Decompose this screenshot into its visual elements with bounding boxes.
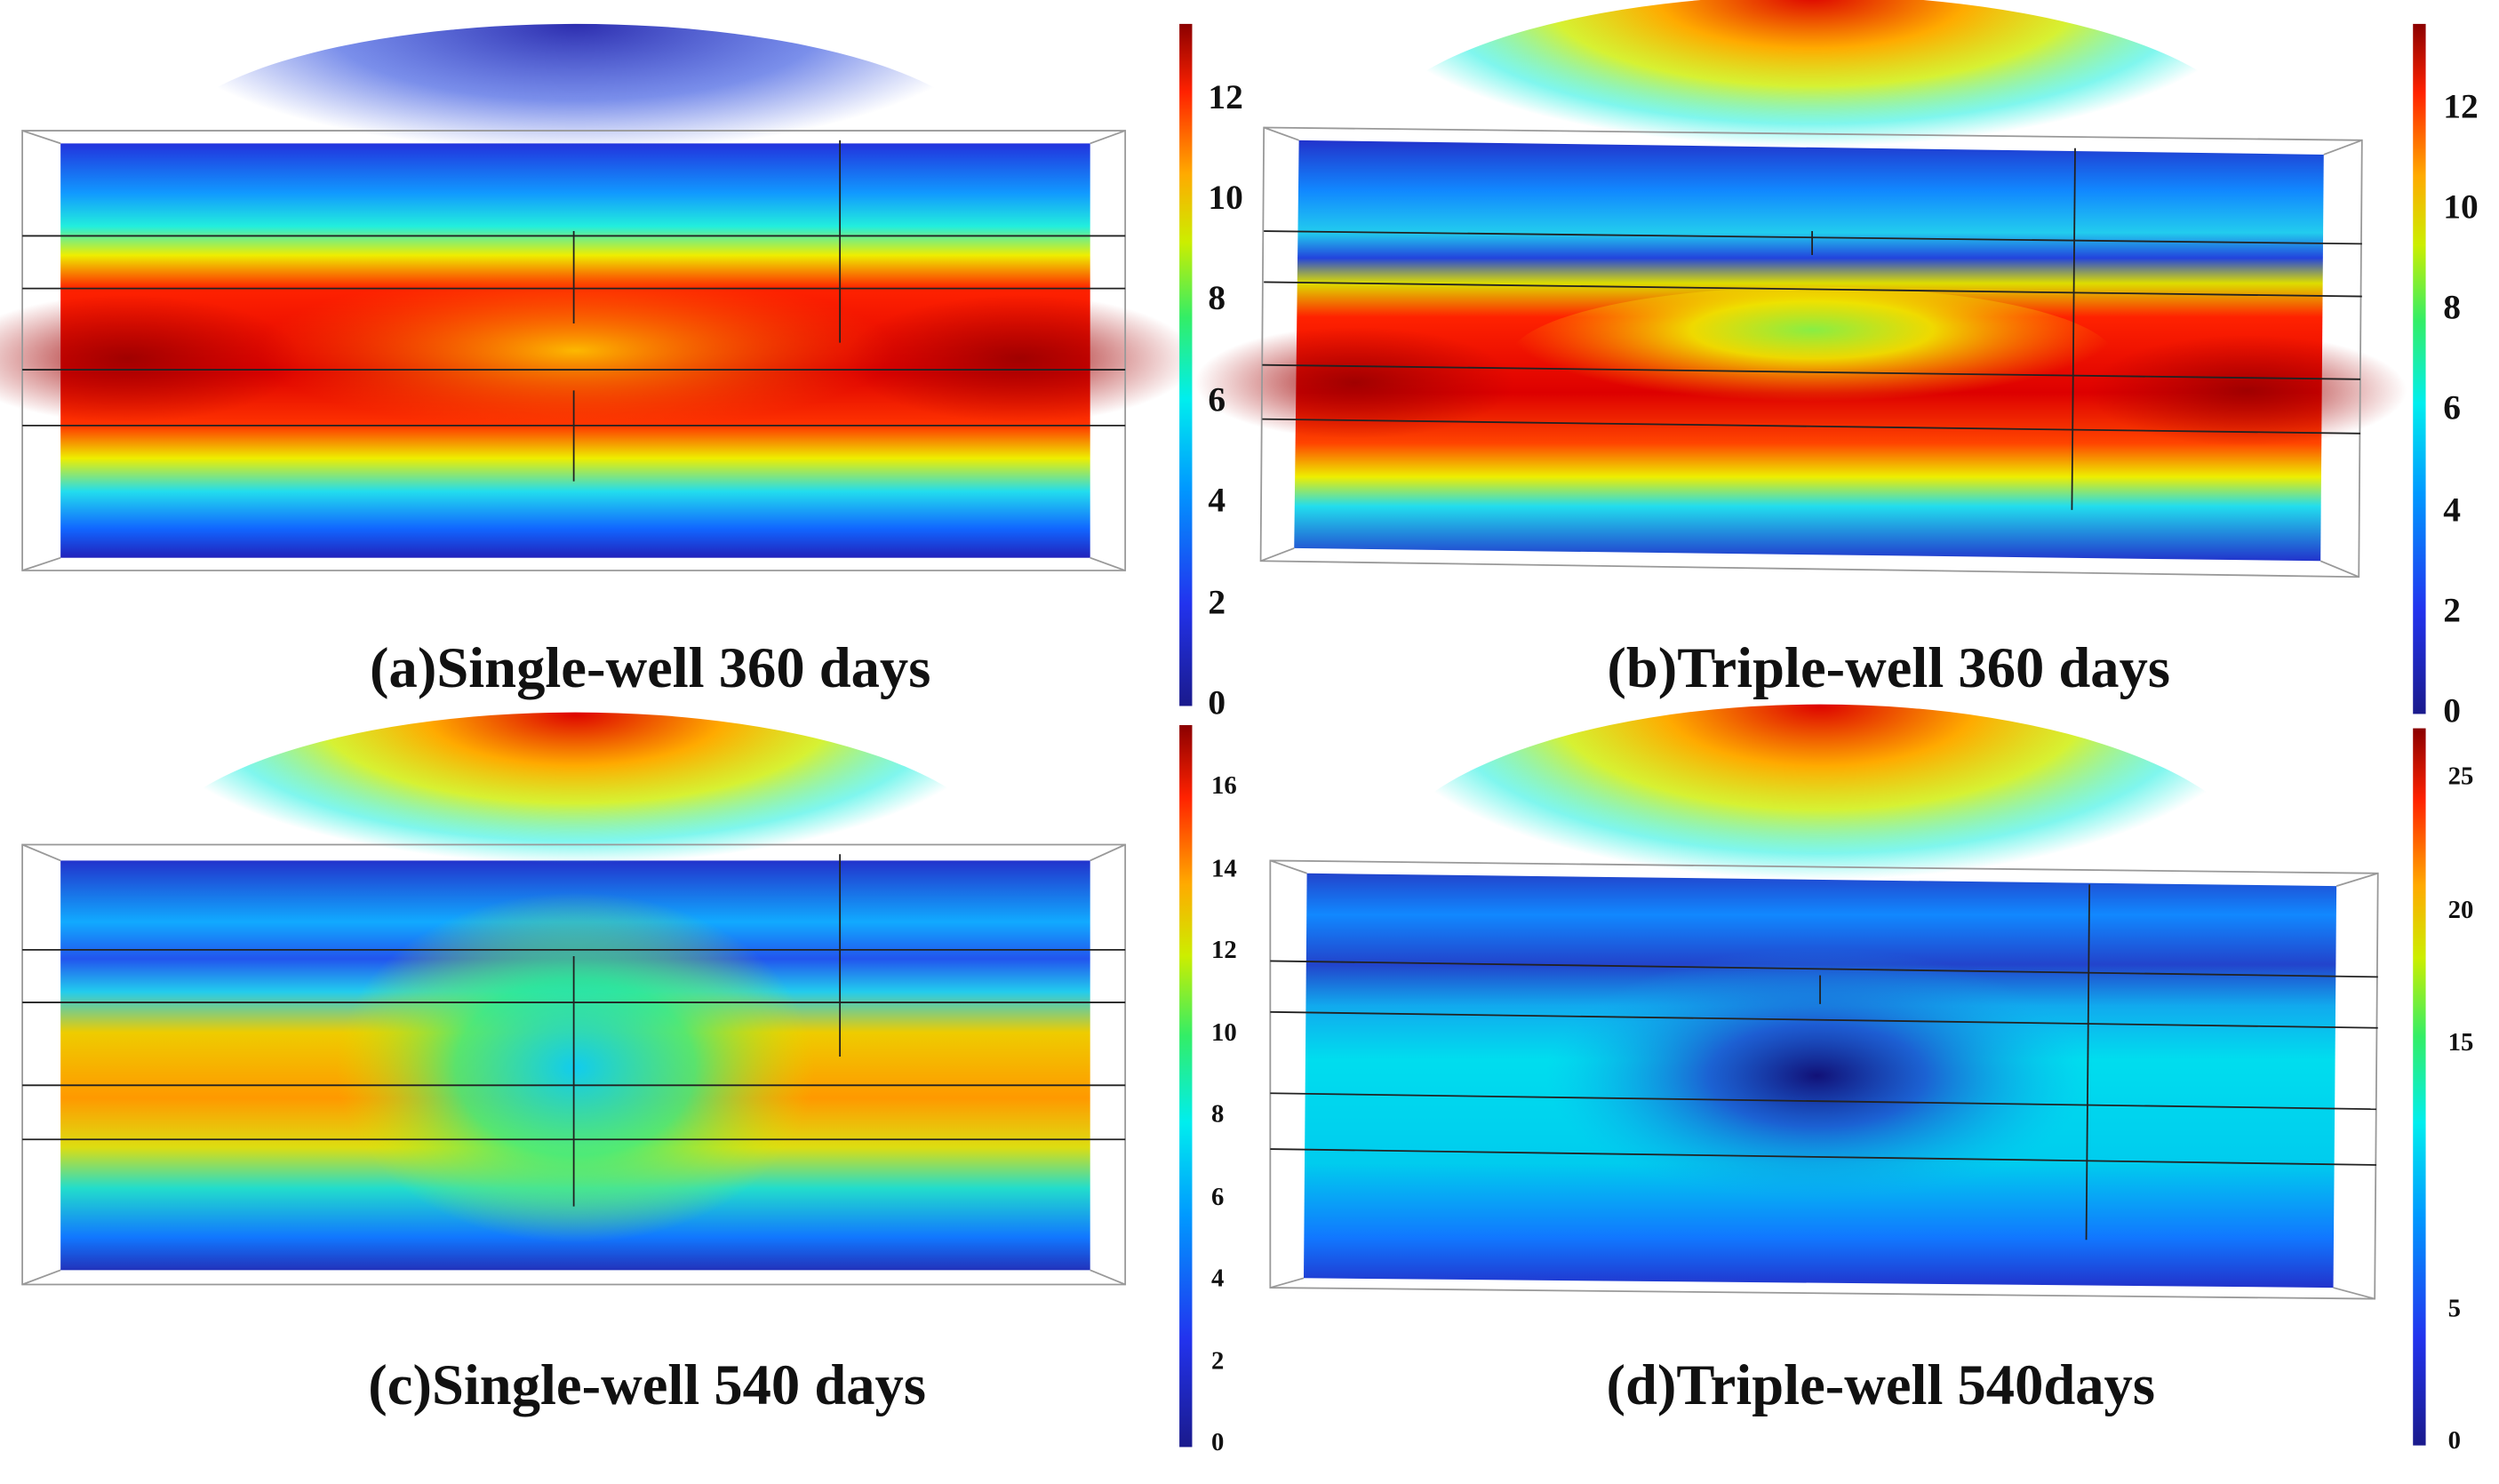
colorbar-tick-label: 12 bbox=[1210, 937, 1237, 965]
colorbar-tick-label: 20 bbox=[2447, 897, 2474, 924]
panel-d-heatmap bbox=[1269, 704, 2379, 1300]
colorbar-tick-label: 10 bbox=[2443, 186, 2479, 227]
colorbar-tick-label: 16 bbox=[1210, 773, 1237, 801]
colorbar-tick-label: 0 bbox=[2443, 690, 2462, 730]
colorbar-tick-label: 2 bbox=[1208, 580, 1226, 621]
colorbar-tick-label: 8 bbox=[2443, 287, 2462, 327]
colorbar-tick-label: 0 bbox=[2447, 1427, 2462, 1456]
colorbar-tick-label: 25 bbox=[2447, 763, 2474, 792]
colorbar-tick-label: 10 bbox=[1208, 176, 1243, 217]
colorbar-tick-label: 12 bbox=[1208, 76, 1243, 116]
panel-c-title: (c)Single-well 540 days bbox=[368, 1352, 926, 1417]
colorbar-d bbox=[2413, 728, 2426, 1446]
panel-d-title: (d)Triple-well 540days bbox=[1606, 1352, 2155, 1417]
colorbar-a bbox=[1179, 23, 1193, 706]
panel-b-heatmap bbox=[1195, 0, 2407, 578]
colorbar-tick-label: 12 bbox=[2443, 85, 2479, 126]
panel-c-heatmap bbox=[21, 712, 1127, 1286]
panel-a-heatmap bbox=[0, 23, 1196, 571]
colorbar-tick-label: 10 bbox=[1210, 1019, 1237, 1047]
colorbar-tick-label: 8 bbox=[1208, 277, 1226, 318]
colorbar-tick-label: 5 bbox=[2447, 1295, 2462, 1322]
colorbar-tick-label: 15 bbox=[2447, 1029, 2474, 1057]
colorbar-tick-label: 8 bbox=[1210, 1101, 1225, 1129]
colorbar-tick-label: 6 bbox=[1208, 379, 1226, 419]
colorbar-tick-label: 6 bbox=[2443, 387, 2462, 428]
colorbar-tick-label: 2 bbox=[2443, 589, 2462, 630]
panel-b-title: (b)Triple-well 360 days bbox=[1607, 635, 2171, 700]
colorbar-tick-label: 4 bbox=[1210, 1265, 1225, 1293]
colorbar-tick-label: 0 bbox=[1208, 682, 1226, 722]
colorbar-c bbox=[1179, 724, 1193, 1448]
colorbar-tick-label: 6 bbox=[1210, 1183, 1225, 1211]
colorbar-tick-label: 0 bbox=[1210, 1429, 1225, 1457]
colorbar-tick-label: 14 bbox=[1210, 855, 1237, 882]
colorbar-tick-label: 2 bbox=[1210, 1347, 1225, 1375]
colorbar-tick-label: 4 bbox=[2443, 488, 2462, 529]
colorbar-b bbox=[2413, 23, 2426, 714]
colorbar-tick-label: 4 bbox=[1208, 480, 1226, 520]
panel-a-title: (a)Single-well 360 days bbox=[370, 635, 931, 700]
